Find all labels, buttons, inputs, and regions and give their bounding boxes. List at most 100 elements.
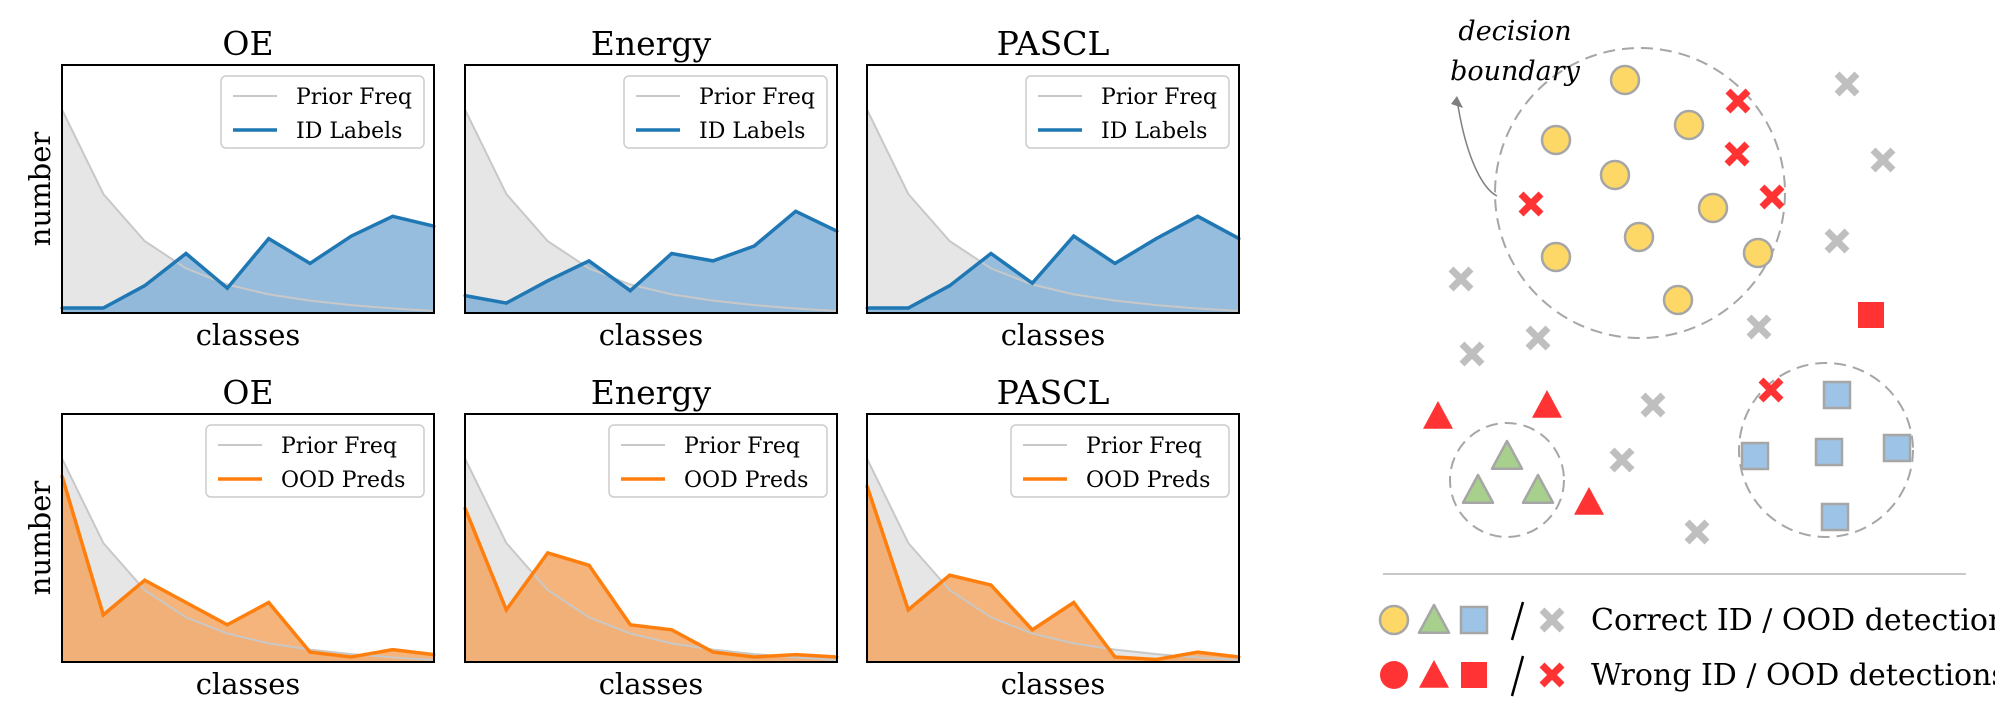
data-point: [504, 301, 508, 305]
wrong-ood-cross: [1758, 377, 1784, 403]
correct-ood-cross: [1459, 341, 1485, 367]
legend-label-series: ID Labels: [1101, 119, 1207, 144]
correct-id-square: [1822, 380, 1852, 410]
series-line: [867, 214, 1240, 310]
data-point: [628, 289, 632, 293]
data-point: [225, 286, 229, 290]
cross-stroke: [1724, 141, 1750, 167]
correct-id-square: [1820, 502, 1850, 532]
x-axis-label: classes: [1001, 667, 1106, 701]
data-point: [670, 252, 674, 255]
cross-stroke: [1640, 392, 1666, 418]
series-line: [60, 475, 435, 659]
correct-id-circle: [1540, 241, 1572, 273]
cross-stroke: [1525, 325, 1551, 351]
x-axis-label: classes: [599, 318, 704, 352]
data-point: [989, 583, 993, 587]
correct-ood-cross: [1824, 228, 1850, 254]
legend-label-series: OOD Preds: [1086, 468, 1210, 493]
legend-label-prior: Prior Freq: [699, 85, 815, 110]
data-point: [989, 252, 993, 255]
chart-title: PASCL: [997, 373, 1110, 412]
cross-stroke: [1448, 266, 1474, 292]
series-line: [865, 485, 1240, 662]
plot-frame: [866, 64, 1240, 314]
prior-freq-line: [61, 458, 435, 661]
prior-freq-line: [866, 109, 1240, 312]
data-point: [349, 234, 353, 238]
x-axis-label: classes: [599, 667, 704, 701]
chart-panel-ood-oe: OE classes number Prior Freq OOD Preds: [23, 373, 436, 701]
cross-stroke: [1759, 184, 1785, 210]
correct-ood-cross: [1834, 71, 1860, 97]
chart-title: OE: [222, 373, 273, 412]
correct-ood-cross: [1640, 392, 1666, 418]
chart-panel-ood-pascl: PASCL classes Prior Freq OOD Preds: [865, 373, 1241, 701]
data-point: [906, 608, 910, 612]
correct-ood-cross: [1448, 266, 1474, 292]
legend-slash: [1510, 601, 1525, 641]
series-line: [463, 507, 838, 659]
plot-frame: [61, 413, 435, 663]
x-axis-label: classes: [1001, 318, 1106, 352]
data-point: [1113, 655, 1117, 659]
correct-ood-cross: [1525, 325, 1551, 351]
correct-ood-cross: [1746, 314, 1772, 340]
annotation-arrow: [1457, 105, 1498, 197]
annotation-arrow-head: [1451, 96, 1463, 108]
prior-freq-line: [61, 109, 435, 312]
chart-title: PASCL: [997, 24, 1110, 63]
chart-panel-id-oe: OE classes number Prior Freq ID Labels: [23, 24, 436, 352]
correct-ood-cross: [1870, 147, 1896, 173]
legend: Prior Freq OOD Preds: [205, 424, 425, 498]
legend-label-series: ID Labels: [699, 119, 805, 144]
legend: Prior Freq ID Labels: [623, 75, 828, 149]
correct-id-triangle: [1461, 473, 1495, 504]
plot-frame: [464, 64, 838, 314]
legend-correct-square: [1459, 605, 1489, 635]
legend-wrong-square: [1461, 662, 1487, 688]
legend-label-correct: Correct ID / OOD detections: [1591, 603, 1995, 638]
decision-boundary-medium: [1738, 362, 1914, 538]
cross-stroke: [1609, 447, 1635, 473]
legend: Prior Freq ID Labels: [1025, 75, 1230, 149]
chart-panel-id-pascl: PASCL classes Prior Freq ID Labels: [865, 24, 1241, 352]
legend-wrong-circle: [1380, 661, 1408, 689]
wrong-ood-cross: [1725, 88, 1751, 114]
data-point: [1196, 214, 1200, 218]
correct-id-circle: [1623, 221, 1655, 253]
wrong-ood-cross: [1759, 184, 1785, 210]
series-area: [465, 508, 837, 662]
legend-label-wrong: Wrong ID / OOD detections: [1591, 658, 1995, 693]
legend-label-series: OOD Preds: [281, 468, 405, 493]
cross-stroke: [1539, 662, 1565, 688]
data-point: [1030, 628, 1034, 632]
wrong-id-square: [1858, 302, 1884, 328]
correct-id-circle: [1697, 192, 1729, 224]
data-point: [308, 650, 312, 654]
wrong-ood-cross: [1518, 191, 1544, 217]
legend-wrong-cross: [1539, 662, 1565, 688]
data-point: [143, 578, 147, 582]
series-area: [465, 211, 837, 313]
cross-stroke: [1684, 519, 1710, 545]
legend-label-prior: Prior Freq: [296, 85, 412, 110]
data-point: [794, 653, 798, 657]
data-point: [711, 259, 715, 263]
data-point: [391, 648, 395, 652]
plot-frame: [866, 413, 1240, 663]
x-axis-label: classes: [196, 667, 301, 701]
cross-stroke: [1518, 191, 1544, 217]
data-point: [184, 252, 188, 255]
legend-label-series: ID Labels: [296, 119, 402, 144]
wrong-id-triangle: [1532, 390, 1562, 418]
correct-ood-cross: [1609, 447, 1635, 473]
data-point: [752, 244, 756, 248]
data-point: [349, 655, 353, 659]
correct-id-square: [1740, 441, 1770, 471]
data-point: [504, 608, 508, 612]
data-point: [1154, 237, 1158, 241]
correct-id-circle: [1540, 124, 1572, 156]
chart-title: Energy: [591, 373, 712, 412]
chart-title: OE: [222, 24, 273, 63]
